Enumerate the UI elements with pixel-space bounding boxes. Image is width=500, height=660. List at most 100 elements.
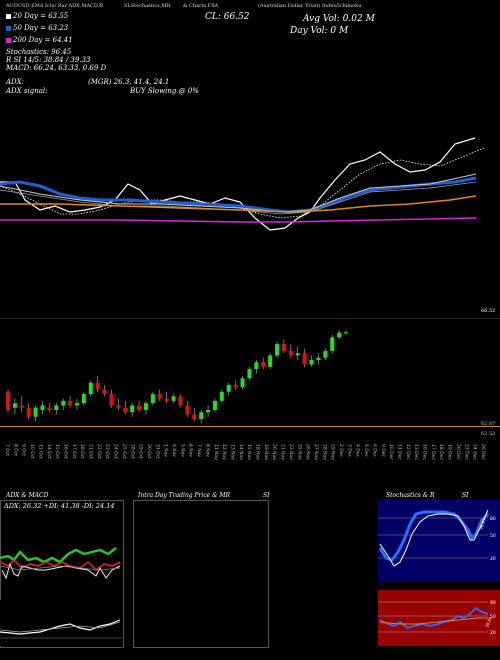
date-tick-label: 21 Nov: [280, 444, 286, 460]
date-tick-label: 11 Dec: [396, 444, 402, 460]
price-label-top: 66.52: [481, 308, 496, 314]
date-tick-label: 19 Dec: [447, 444, 453, 460]
legend-stochastics: Stochastics: 96.45: [6, 48, 72, 56]
macd-chart: [0, 600, 122, 646]
legend-macd: MACD: 66.24, 63.33, 0.69 D: [6, 64, 107, 72]
date-tick-label: 29 Nov: [330, 444, 336, 460]
candle-body: [40, 405, 45, 410]
adx-chart: [0, 547, 121, 580]
stochastics-title: Stochastics & R: [386, 492, 435, 499]
date-tick-label: 9 Dec: [380, 444, 386, 458]
date-tick-label: 30 Oct: [146, 444, 152, 459]
intraday-title-right: SI: [263, 492, 270, 499]
candle-body: [26, 407, 31, 417]
candle-body: [309, 360, 314, 365]
candle-body: [185, 405, 190, 415]
header-symbol: AUDUSD EMA Ichi/ Bar ADX,MACD,B: [6, 3, 103, 9]
date-tick-label: 25 Nov: [296, 444, 302, 460]
date-tick-label: 11 Nov: [213, 444, 219, 460]
stoch-d-line: [379, 509, 489, 567]
candle-body: [233, 385, 238, 388]
rsi-tick-80: 80: [490, 600, 496, 606]
date-tick-label: 19 Nov: [263, 444, 269, 460]
avg-volume: Avg Vol: 0.02 M: [303, 14, 375, 24]
date-tick-label: 6 Dec: [371, 444, 377, 458]
date-tick-label: 3 Dec: [346, 444, 352, 458]
stoch-tick-80: 80: [490, 516, 496, 522]
candle-body: [219, 391, 224, 401]
adx-green-line: [0, 547, 117, 564]
header-company: (Australian Dollar Trust) Index/Ichimoku: [258, 3, 362, 9]
date-tick-label: 8 Nov: [204, 444, 210, 457]
ema20-swatch: [6, 13, 11, 19]
date-tick-label: 18 Dec: [438, 444, 444, 460]
candle-body: [150, 394, 155, 404]
date-tick-label: 15 Oct: [54, 444, 60, 459]
ema-gray-line1: [0, 173, 477, 213]
date-tick-label: 29 Oct: [138, 444, 144, 459]
ema200-line: [0, 195, 477, 213]
candle-body: [6, 391, 10, 410]
candle-body: [74, 403, 79, 406]
date-tick-label: 23 Oct: [104, 444, 110, 459]
date-tick-label: 18 Nov: [255, 444, 261, 460]
candle-body: [288, 350, 293, 356]
date-tick-label: 24 Oct: [113, 444, 119, 459]
date-tick-label: 12 Nov: [221, 444, 227, 460]
candle-body: [337, 332, 342, 338]
candle-body: [206, 410, 211, 413]
date-tick-label: 28 Oct: [129, 444, 135, 459]
candle-body: [19, 405, 24, 408]
rsi-tick-50: 50: [490, 614, 496, 620]
ema50-swatch: [6, 25, 11, 31]
date-tick-label: 15 Nov: [246, 444, 252, 460]
date-tick-label: 5 Dec: [363, 444, 369, 458]
date-tick-label: 6 Nov: [188, 444, 194, 457]
dotted-line: [0, 147, 485, 219]
candle-body: [123, 407, 128, 413]
day-volume: Day Vol: 0 M: [290, 26, 349, 36]
candle-body: [33, 407, 38, 417]
candle-body: [199, 412, 204, 420]
price-top-gridline: [0, 318, 500, 319]
date-tick-label: 10 Oct: [29, 444, 35, 459]
macd-signal-line: [0, 621, 121, 633]
candle-body: [240, 378, 245, 388]
candle-body: [268, 355, 273, 367]
date-tick-label: 13 Dec: [413, 444, 419, 460]
stoch-side-label: 96.45: [478, 517, 487, 530]
date-tick-label: 13 Nov: [229, 444, 235, 460]
date-tick-label: 28 Nov: [321, 444, 327, 460]
price-line: [0, 137, 476, 231]
candle-body: [254, 362, 259, 370]
date-tick-label: 20 Nov: [271, 444, 277, 460]
rsi-side-label: 38.84: [484, 615, 493, 628]
legend-buy-signal: BUY Slowing @ 0%: [130, 87, 199, 95]
date-tick-label: 7 Nov: [196, 444, 202, 457]
date-tick-label: 1 Nov: [163, 444, 169, 457]
adx-gray-line: [0, 565, 121, 571]
candle-body: [88, 382, 93, 395]
date-tick-label: 26 Nov: [305, 444, 311, 460]
date-tick-label: 9 Oct: [21, 444, 27, 456]
price-label-bottom1: 62.87: [481, 421, 496, 427]
macd-line: [0, 619, 121, 635]
date-tick-label: 22 Nov: [288, 444, 294, 460]
legend-ema20: 20 Day = 63.55: [6, 12, 68, 20]
date-tick-label: 27 Nov: [313, 444, 319, 460]
date-tick-label: 17 Dec: [430, 444, 436, 460]
ema200-swatch: [6, 37, 11, 43]
candle-body: [54, 405, 59, 410]
ema50-line: [0, 176, 477, 214]
candle-body: [109, 394, 114, 406]
legend-r-line: R SI 14/5: 38.84 / 39.33: [6, 56, 91, 64]
date-tick-label: 16 Oct: [62, 444, 68, 459]
candle-body: [61, 400, 66, 406]
candle-body: [12, 403, 17, 408]
header-indicators: SLStochastics,MR: [124, 3, 171, 9]
candle-body: [302, 353, 307, 365]
candle-body: [157, 394, 162, 399]
candle-body: [178, 396, 183, 406]
candle-body: [47, 407, 52, 410]
stoch-tick-20: 20: [490, 556, 496, 562]
